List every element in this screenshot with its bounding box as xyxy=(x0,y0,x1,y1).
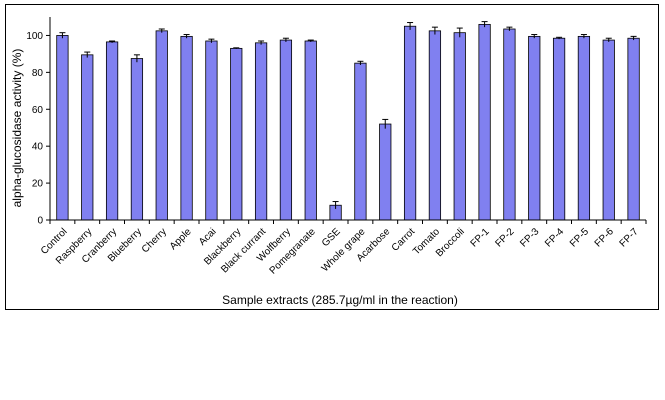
bar xyxy=(81,54,94,221)
bar xyxy=(577,35,591,221)
y-tick-label: 80 xyxy=(32,68,44,79)
y-axis: 0 20 40 60 80 100 xyxy=(26,17,51,227)
x-tick-label: Apple xyxy=(168,226,194,252)
x-tick-label: FP-3 xyxy=(518,226,541,249)
bar xyxy=(379,123,392,221)
bar xyxy=(627,37,640,221)
x-tick-label: FP-2 xyxy=(493,226,516,249)
bar xyxy=(254,42,268,221)
bar xyxy=(478,23,491,221)
bar xyxy=(602,39,615,221)
y-tick-label: 100 xyxy=(26,31,43,42)
x-tick-label: FP-7 xyxy=(618,226,641,249)
y-tick-label: 40 xyxy=(32,142,44,153)
bar xyxy=(205,40,218,221)
x-tick-label: FP-1 xyxy=(469,226,492,249)
y-axis-title: alpha-glucosidase activity (%) xyxy=(10,49,24,208)
bar xyxy=(230,47,243,221)
bar xyxy=(453,32,466,221)
bar xyxy=(428,30,442,221)
bar xyxy=(354,62,367,221)
bar xyxy=(56,35,69,221)
bar xyxy=(130,58,144,221)
x-tick-label: Cherry xyxy=(140,226,169,255)
x-axis-title: Sample extracts (285.7µg/ml in the react… xyxy=(222,293,458,307)
bar xyxy=(105,41,119,221)
bar xyxy=(403,25,417,221)
x-tick-label: FP-6 xyxy=(593,226,616,249)
y-tick-label: 60 xyxy=(32,105,44,116)
bar xyxy=(279,39,293,221)
bar xyxy=(304,40,317,221)
x-tick-label: FP-5 xyxy=(568,226,591,249)
bar xyxy=(180,35,193,221)
bar xyxy=(552,37,566,221)
x-tick-label: FP-4 xyxy=(543,226,566,249)
x-tick-label: Acai xyxy=(197,226,219,248)
y-tick-label: 20 xyxy=(32,179,44,190)
bar xyxy=(528,35,541,221)
bars xyxy=(56,21,640,221)
bar xyxy=(155,30,168,221)
x-axis: ControlRaspberryCranberryBlueberryCherry… xyxy=(39,219,647,277)
y-tick-label: 0 xyxy=(37,216,43,227)
bar xyxy=(503,28,516,221)
